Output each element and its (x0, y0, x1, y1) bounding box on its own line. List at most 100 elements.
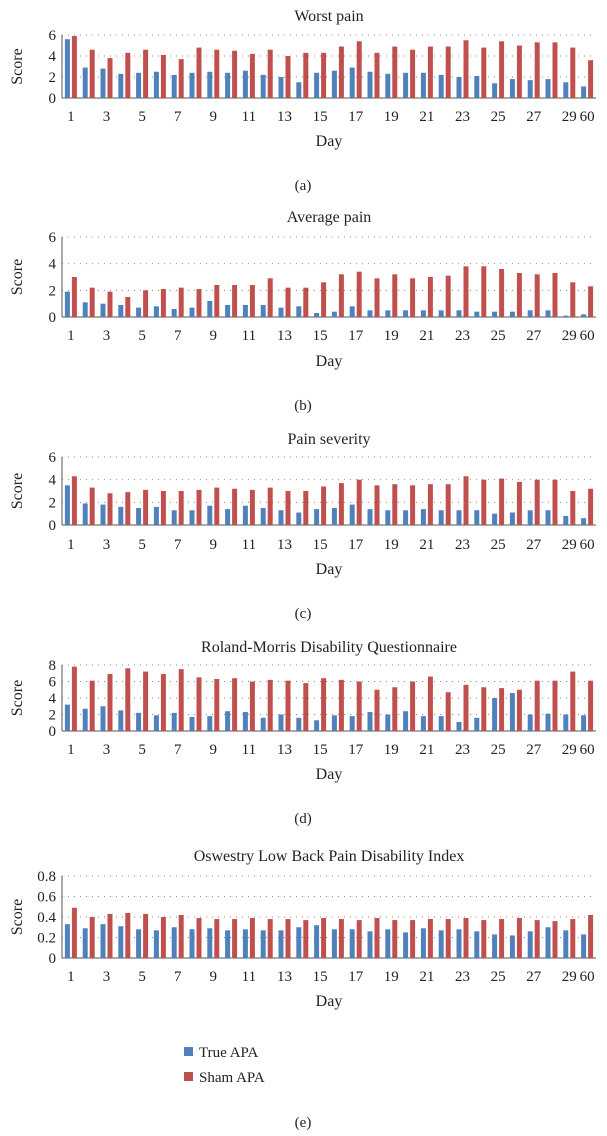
bar-sham-apa-day-12 (267, 487, 273, 525)
x-tick-label: 9 (210, 328, 218, 344)
x-tick-label: 27 (526, 969, 542, 985)
bar-sham-apa-day-21 (427, 676, 433, 731)
bar-sham-apa-day-21 (427, 277, 433, 317)
bar-true-apa-day-26 (509, 79, 515, 98)
panel-label: (c) (295, 606, 312, 622)
y-tick-label: 4 (49, 257, 57, 273)
y-tick-label: 0.8 (37, 869, 56, 885)
bar-true-apa-day-5 (136, 712, 142, 731)
bar-true-apa-day-4 (118, 305, 124, 317)
y-tick-label: 4 (49, 473, 57, 489)
bar-sham-apa-day-2 (89, 287, 95, 317)
bar-true-apa-day-20 (403, 711, 409, 731)
x-tick-label: 15 (313, 742, 328, 758)
x-tick-label: 21 (419, 328, 434, 344)
x-tick-label: 27 (526, 328, 542, 344)
bar-true-apa-day-9 (207, 505, 213, 525)
bar-sham-apa-day-18 (374, 485, 380, 525)
bar-sham-apa-day-12 (267, 278, 273, 317)
y-axis-title: Score (9, 48, 26, 84)
bar-true-apa-day-10 (225, 509, 231, 525)
bar-sham-apa-day-5 (143, 290, 149, 317)
bar-true-apa-day-10 (225, 305, 231, 317)
bar-sham-apa-day-27 (534, 479, 540, 525)
x-tick-label: 13 (277, 742, 292, 758)
y-tick-label: 6 (49, 450, 57, 466)
x-tick-label: 17 (348, 328, 364, 344)
bar-true-apa-day-21 (420, 310, 426, 317)
bar-sham-apa-day-19 (392, 274, 398, 317)
bar-sham-apa-day-19 (392, 46, 398, 98)
x-tick-label: 29 (562, 328, 577, 344)
bar-true-apa-day-60 (581, 86, 587, 98)
bar-sham-apa-day-18 (374, 918, 380, 958)
legend-item-sham-apa: Sham APA (184, 1070, 265, 1086)
bar-true-apa-day-19 (385, 73, 391, 98)
bar-sham-apa-day-9 (214, 679, 220, 731)
bar-true-apa-day-27 (527, 714, 533, 731)
bar-true-apa-day-28 (545, 310, 551, 317)
bar-sham-apa-day-26 (516, 689, 522, 731)
bar-sham-apa-day-16 (338, 919, 344, 958)
bar-sham-apa-day-28 (552, 680, 558, 731)
bar-true-apa-day-23 (456, 510, 462, 525)
x-tick-label: 7 (174, 537, 182, 553)
bar-true-apa-day-4 (118, 506, 124, 525)
bar-true-apa-day-7 (171, 309, 177, 317)
bar-sham-apa-day-25 (499, 41, 505, 98)
bar-true-apa-day-18 (367, 310, 373, 317)
y-tick-label: 2 (49, 495, 57, 511)
bar-sham-apa-day-6 (160, 54, 166, 98)
bar-sham-apa-day-5 (143, 913, 149, 958)
bar-true-apa-day-19 (385, 510, 391, 525)
bar-sham-apa-day-4 (125, 52, 131, 98)
bar-sham-apa-day-9 (214, 285, 220, 317)
x-tick-label: 23 (455, 742, 470, 758)
x-tick-label: 25 (491, 328, 506, 344)
bar-sham-apa-day-27 (534, 274, 540, 317)
bar-true-apa-day-20 (403, 310, 409, 317)
bar-sham-apa-day-27 (534, 920, 540, 958)
bar-true-apa-day-28 (545, 713, 551, 731)
y-tick-label: 2 (49, 70, 57, 86)
bar-true-apa-day-16 (331, 508, 337, 525)
y-tick-label: 2 (49, 708, 57, 724)
x-tick-label: 7 (174, 328, 182, 344)
y-tick-label: 2 (49, 283, 57, 299)
bar-sham-apa-day-4 (125, 912, 131, 958)
bar-sham-apa-day-26 (516, 45, 522, 98)
bar-true-apa-day-5 (136, 508, 142, 525)
x-tick-label: 5 (138, 328, 146, 344)
bar-sham-apa-day-24 (481, 266, 487, 317)
bar-true-apa-day-27 (527, 931, 533, 958)
bar-sham-apa-day-13 (285, 919, 291, 958)
x-tick-label: 5 (138, 537, 146, 553)
legend-item-true-apa: True APA (184, 1045, 259, 1061)
y-tick-label: 0.6 (37, 890, 56, 906)
x-tick-label: 27 (526, 742, 542, 758)
bar-true-apa-day-27 (527, 510, 533, 525)
bar-true-apa-day-12 (260, 717, 266, 731)
bar-sham-apa-day-14 (303, 52, 309, 98)
bar-sham-apa-day-18 (374, 689, 380, 731)
panel-label: (b) (294, 398, 312, 414)
bar-true-apa-day-22 (438, 310, 444, 317)
bar-true-apa-day-25 (492, 311, 498, 317)
bar-true-apa-day-4 (118, 710, 124, 732)
bar-true-apa-day-24 (474, 931, 480, 958)
bar-true-apa-day-19 (385, 714, 391, 731)
y-tick-label: 0 (49, 724, 57, 740)
bar-true-apa-day-8 (189, 929, 195, 958)
bar-true-apa-day-13 (278, 77, 284, 98)
bar-true-apa-day-26 (509, 512, 515, 525)
x-tick-label: 9 (210, 537, 218, 553)
bar-true-apa-day-22 (438, 510, 444, 525)
bar-true-apa-day-15 (314, 720, 320, 731)
x-tick-label: 60 (580, 328, 595, 344)
bar-sham-apa-day-25 (499, 269, 505, 317)
bar-sham-apa-day-15 (321, 678, 327, 731)
bar-true-apa-day-24 (474, 75, 480, 98)
bar-sham-apa-day-21 (427, 484, 433, 525)
